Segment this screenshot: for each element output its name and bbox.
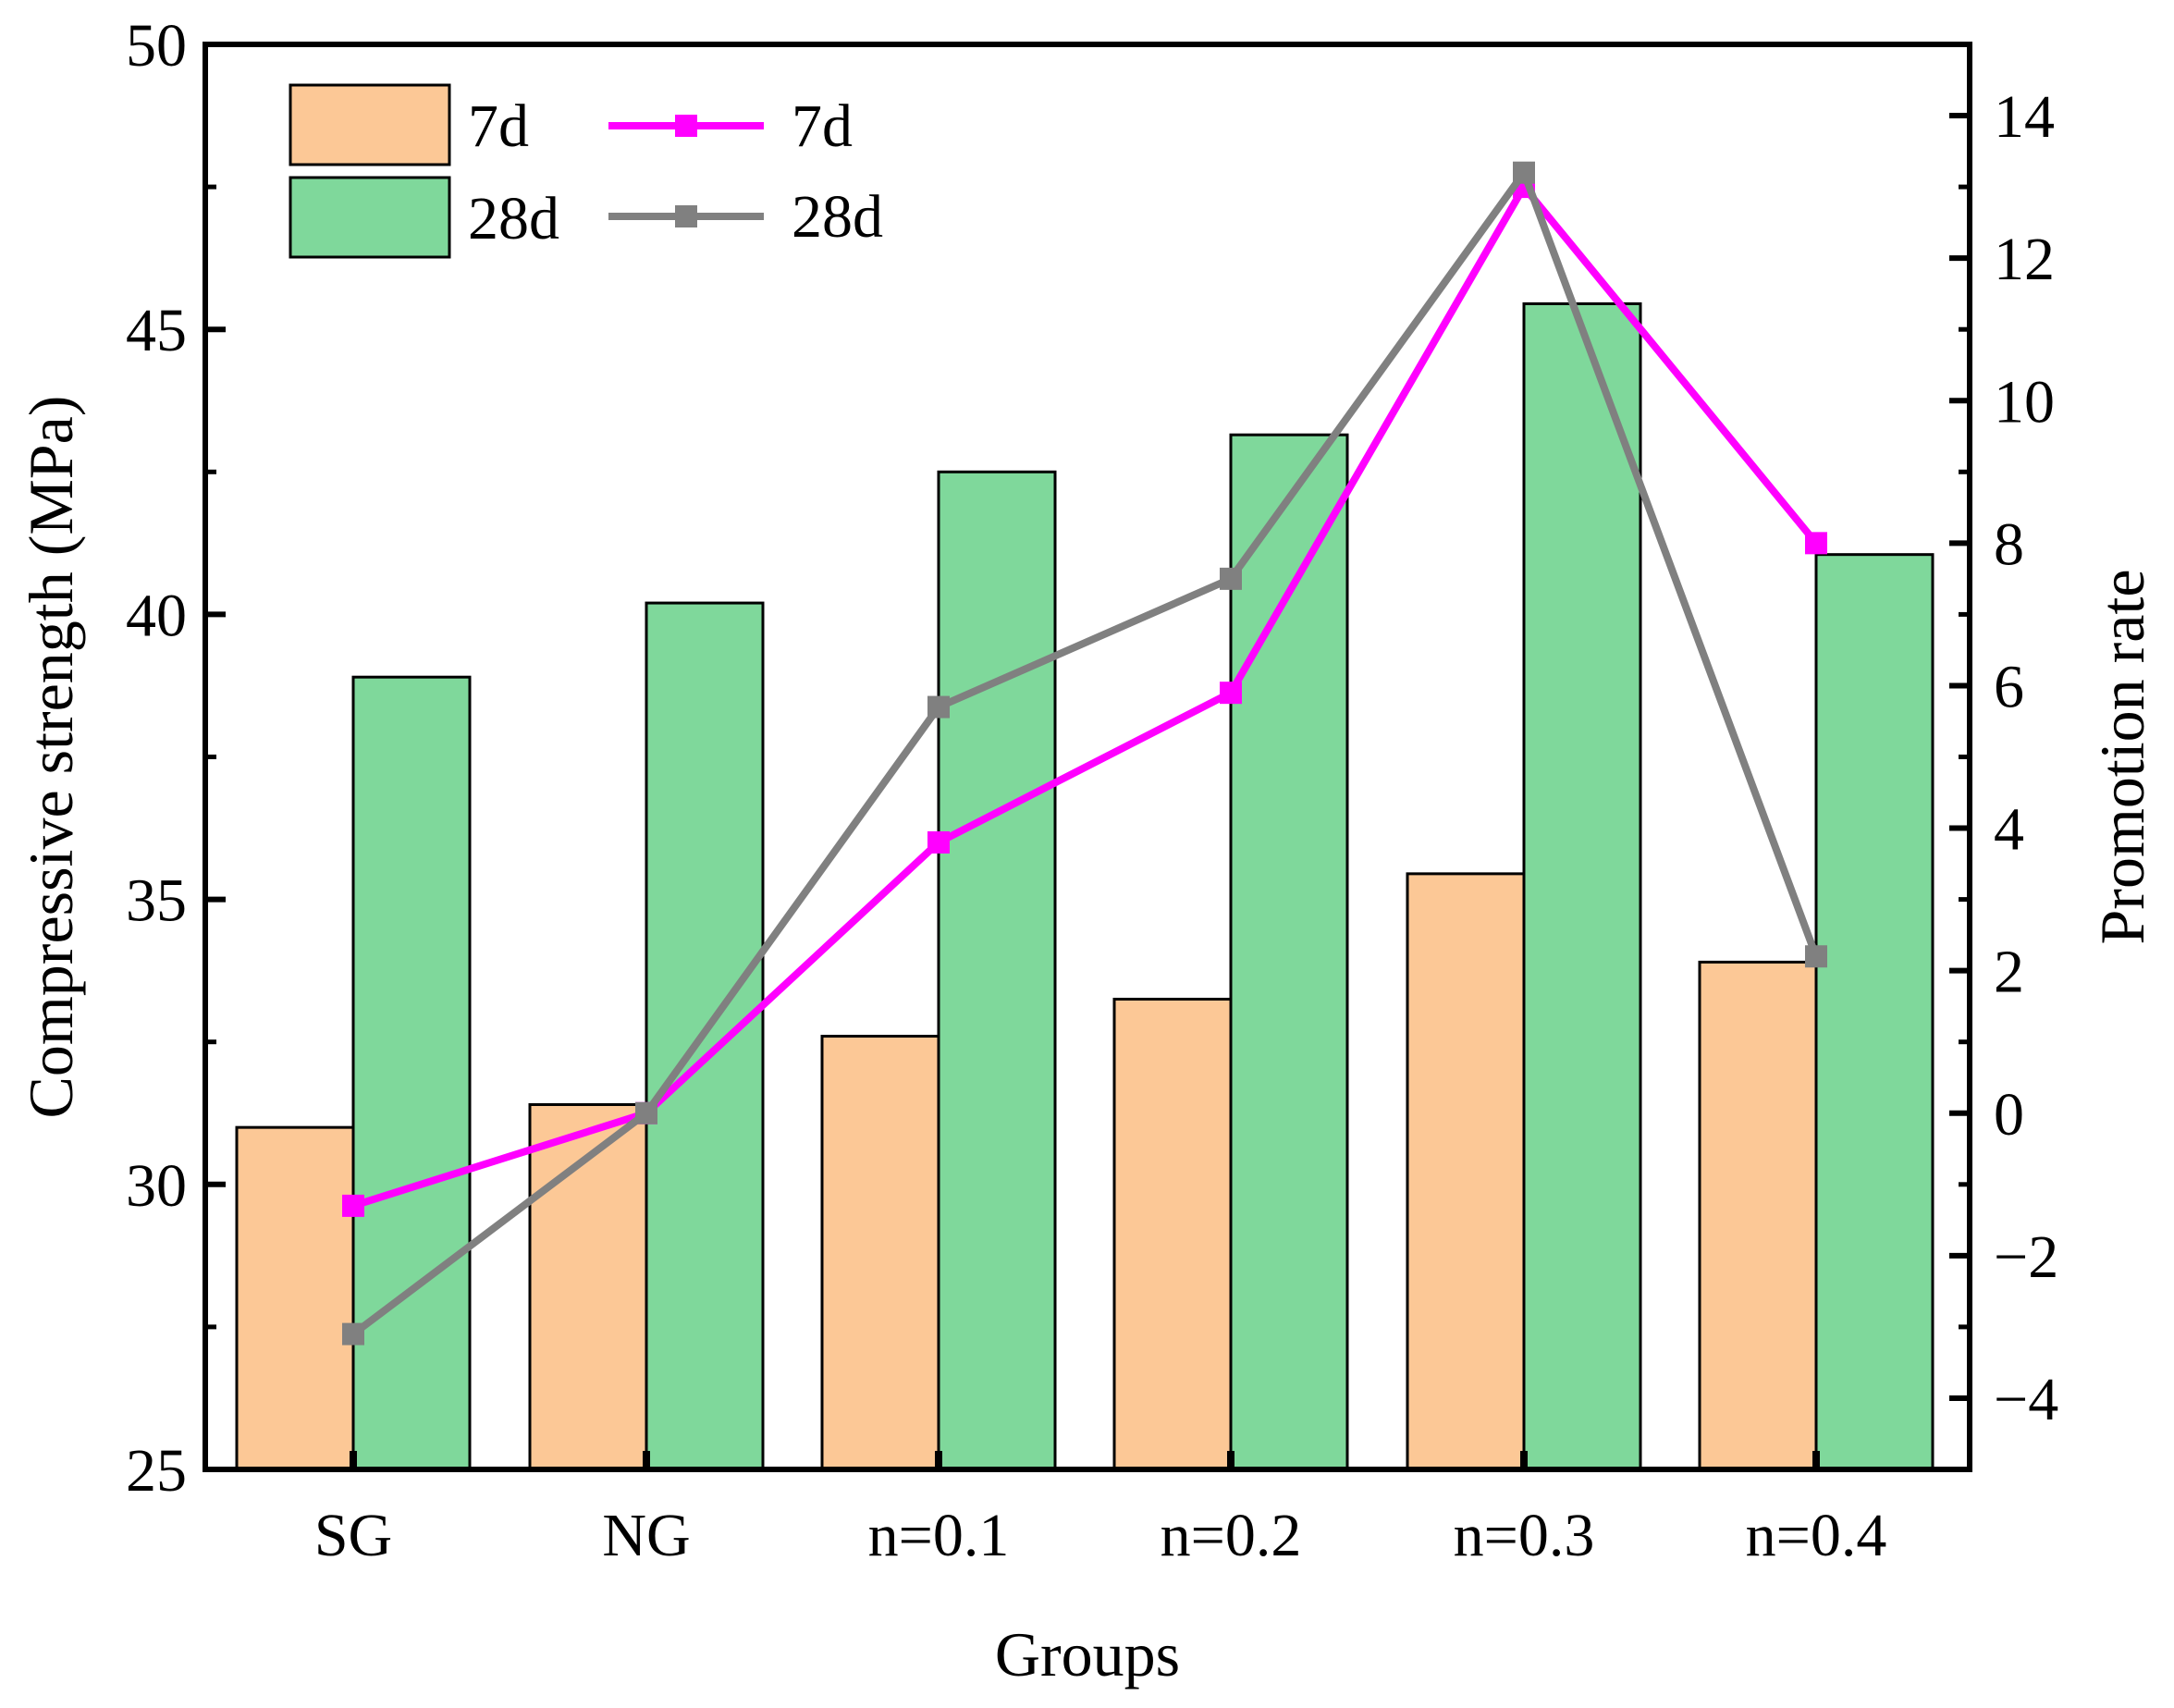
y2-tick-label: −2 — [1994, 1223, 2058, 1291]
y2-tick-label: 8 — [1994, 510, 2024, 578]
lines-layer — [342, 161, 1827, 1346]
y-tick-label: 45 — [126, 297, 187, 364]
legend: 7d 28d 7d 28d — [289, 83, 883, 259]
x-tick-label-sg: SG — [314, 1502, 392, 1569]
legend-marker-7d — [675, 115, 697, 137]
line-28d-promotion — [350, 165, 1820, 1337]
axes-layer: 25 30 35 40 45 50 −4 −2 0 2 4 6 8 10 12 14 SG NG n=0.1 n=0.… — [126, 12, 2058, 1569]
y2-tick-label: 0 — [1994, 1081, 2024, 1149]
point-7d-n-0-2 — [1220, 682, 1242, 705]
bar-28d-n-0-4 — [1814, 553, 1934, 1471]
x-tick-label-ng: NG — [602, 1502, 690, 1569]
legend-swatch-bar-28d — [289, 176, 451, 259]
legend-label-bar-28d: 28d — [468, 185, 559, 252]
legend-swatch-bar-7d — [289, 83, 451, 166]
y-axis-title: Compressive strength (MPa) — [16, 396, 86, 1119]
point-28d-n-0-3 — [1513, 161, 1535, 184]
point-28d-n-0-4 — [1805, 945, 1827, 968]
point-28d-ng — [635, 1101, 657, 1124]
bar-7d-n-0-1 — [820, 1035, 940, 1471]
bar-7d-n-0-2 — [1112, 997, 1233, 1471]
point-7d-sg — [342, 1194, 364, 1217]
y2-tick-label: 6 — [1994, 653, 2024, 720]
bar-28d-n-0-2 — [1229, 433, 1349, 1471]
bar-7d-n-0-4 — [1698, 960, 1818, 1471]
legend-marker-28d — [675, 205, 697, 227]
y-tick-label: 50 — [126, 12, 187, 80]
y2-tick-label: 2 — [1994, 939, 2024, 1006]
y2-tick-label: 14 — [1994, 83, 2055, 151]
y-tick-label: 30 — [126, 1152, 187, 1220]
x-axis-title: Groups — [995, 1619, 1180, 1690]
y-tick-label: 35 — [126, 867, 187, 935]
y2-tick-label: 4 — [1994, 796, 2024, 864]
bar-7d-n-0-3 — [1406, 872, 1526, 1471]
point-28d-n-0-1 — [927, 695, 950, 719]
point-7d-n-0-4 — [1805, 532, 1827, 555]
bar-7d-sg — [235, 1125, 355, 1471]
bar-7d-ng — [528, 1103, 648, 1471]
y-tick-label: 40 — [126, 582, 187, 649]
y2-tick-label: 10 — [1994, 368, 2055, 436]
legend-label-line-7d: 7d — [792, 92, 853, 160]
y2-tick-label: −4 — [1994, 1366, 2058, 1433]
x-tick-label-n-0-4: n=0.4 — [1746, 1502, 1887, 1569]
legend-label-bar-7d: 7d — [468, 92, 529, 160]
bar-28d-n-0-3 — [1522, 301, 1642, 1471]
x-tick-label-n-0-1: n=0.1 — [868, 1502, 1010, 1569]
line-7d-promotion — [351, 180, 1820, 1210]
y2-axis-title: Promotion rate — [2087, 569, 2157, 944]
bar-28d-sg — [351, 675, 472, 1471]
y2-tick-label: 12 — [1994, 226, 2055, 293]
legend-label-line-28d: 28d — [792, 183, 883, 251]
bar-28d-n-0-1 — [937, 470, 1057, 1471]
point-7d-n-0-1 — [927, 830, 950, 854]
point-28d-n-0-2 — [1220, 567, 1242, 590]
x-tick-label-n-0-2: n=0.2 — [1161, 1502, 1302, 1569]
bars-layer — [235, 301, 1934, 1471]
point-28d-sg — [342, 1322, 364, 1346]
x-tick-label-n-0-3: n=0.3 — [1454, 1502, 1595, 1569]
y-tick-label: 25 — [126, 1437, 187, 1505]
